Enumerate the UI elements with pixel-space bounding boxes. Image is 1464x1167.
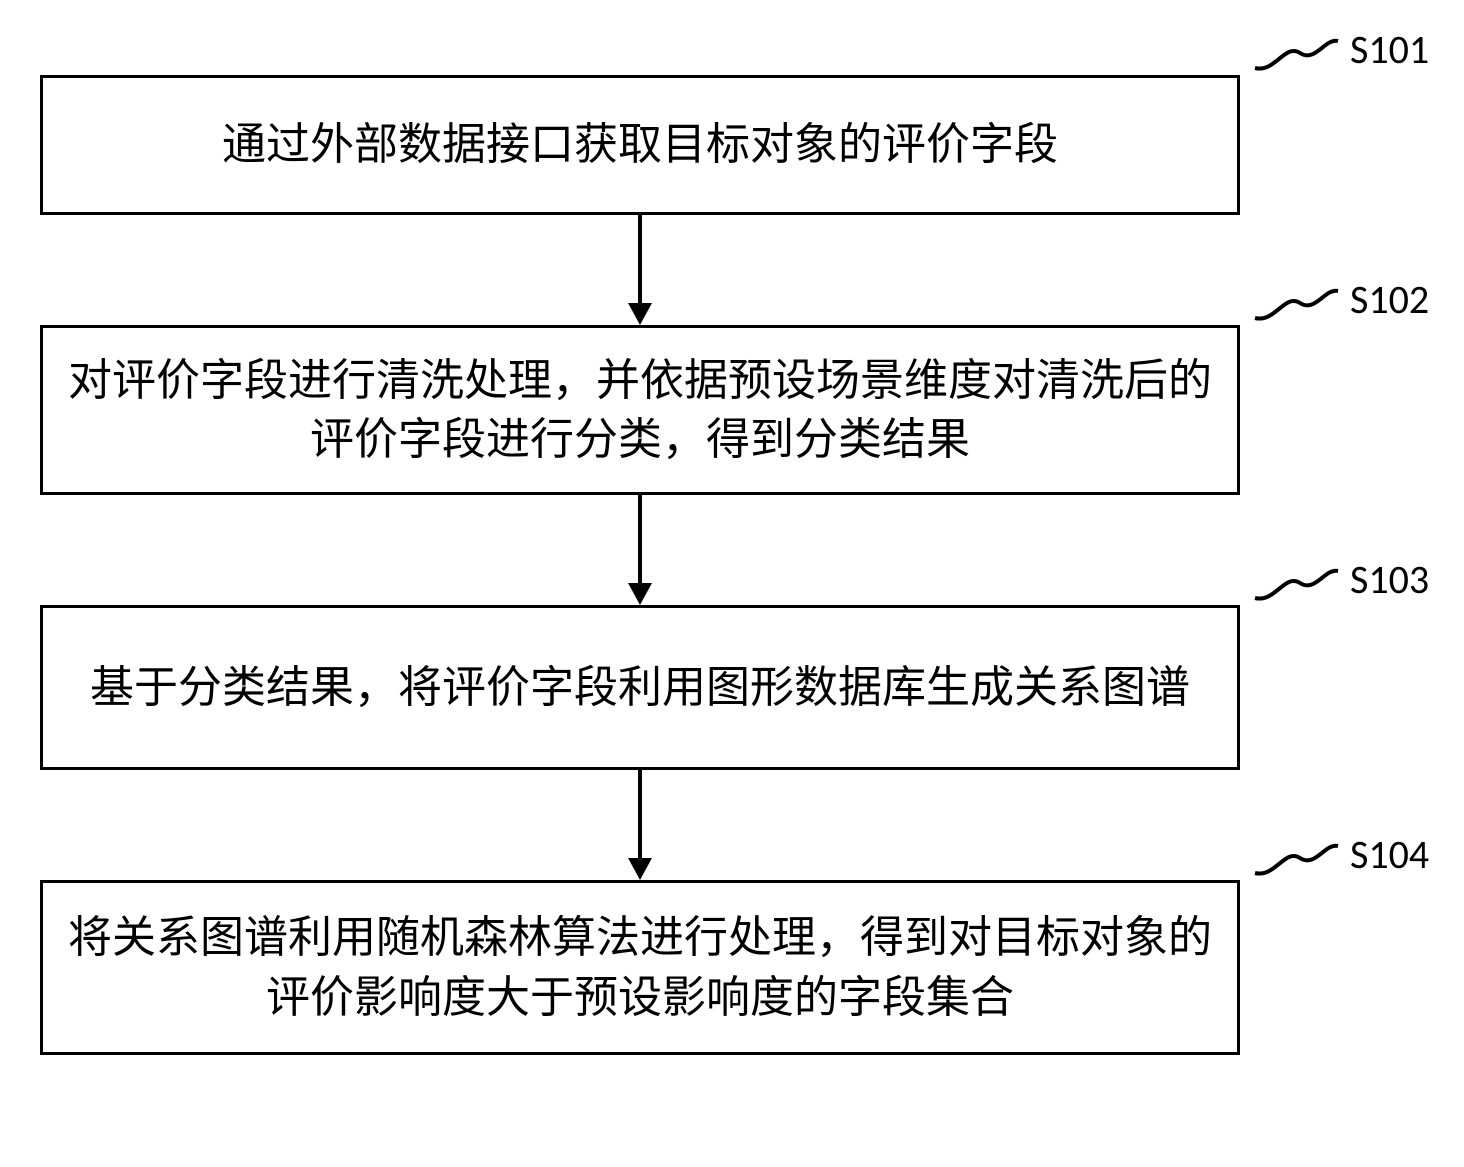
step-label-s104: S104 (1350, 830, 1429, 879)
flow-arrow-head (628, 858, 652, 880)
callout-squiggle (1250, 838, 1340, 878)
flow-arrow-head (628, 583, 652, 605)
step-label-s103: S103 (1350, 555, 1429, 604)
flowchart-canvas: 通过外部数据接口获取目标对象的评价字段 S101 对评价字段进行清洗处理，并依据… (0, 0, 1464, 1167)
flow-node-s101: 通过外部数据接口获取目标对象的评价字段 (40, 75, 1240, 215)
flow-arrow-head (628, 303, 652, 325)
callout-squiggle (1250, 563, 1340, 603)
callout-squiggle (1250, 283, 1340, 323)
step-label-s101: S101 (1350, 25, 1429, 74)
flow-node-text: 基于分类结果，将评价字段利用图形数据库生成关系图谱 (63, 658, 1217, 717)
flow-node-text: 对评价字段进行清洗处理，并依据预设场景维度对清洗后的评价字段进行分类，得到分类结… (63, 351, 1217, 470)
callout-squiggle (1250, 33, 1340, 73)
step-label-s102: S102 (1350, 275, 1429, 324)
flow-node-s102: 对评价字段进行清洗处理，并依据预设场景维度对清洗后的评价字段进行分类，得到分类结… (40, 325, 1240, 495)
flow-arrow (638, 215, 642, 303)
flow-node-text: 通过外部数据接口获取目标对象的评价字段 (63, 115, 1217, 174)
flow-arrow (638, 495, 642, 583)
flow-node-text: 将关系图谱利用随机森林算法进行处理，得到对目标对象的评价影响度大于预设影响度的字… (63, 908, 1217, 1027)
flow-arrow (638, 770, 642, 858)
flow-node-s103: 基于分类结果，将评价字段利用图形数据库生成关系图谱 (40, 605, 1240, 770)
flow-node-s104: 将关系图谱利用随机森林算法进行处理，得到对目标对象的评价影响度大于预设影响度的字… (40, 880, 1240, 1055)
